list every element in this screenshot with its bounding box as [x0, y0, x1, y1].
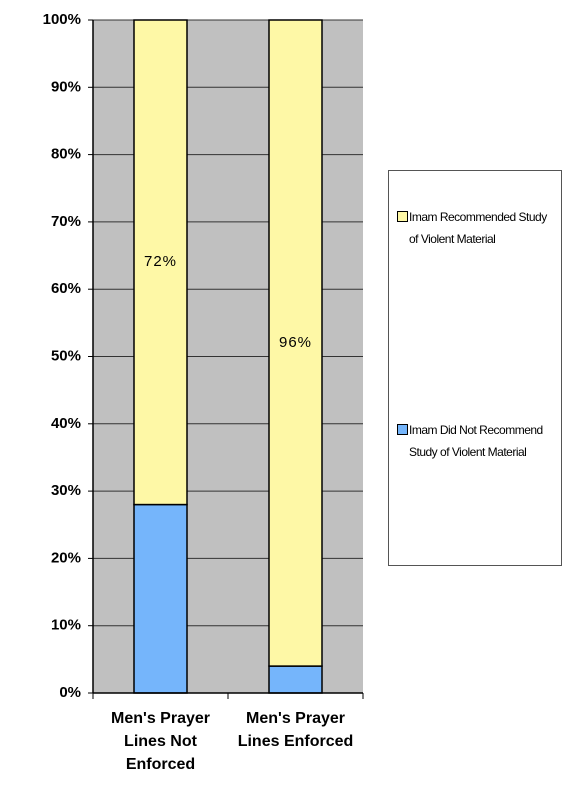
legend-label: Imam Recommended Study of Violent Materi… — [409, 210, 547, 246]
x-tick-label: Men's Prayer Lines Not Enforced — [111, 710, 210, 773]
y-tick-label: 80% — [51, 146, 81, 163]
legend-swatch — [397, 211, 408, 222]
y-tick-label: 40% — [51, 415, 81, 432]
legend-item: Imam Did Not Recommend Study of Violent … — [397, 419, 552, 463]
data-label: 96% — [279, 334, 312, 351]
data-label: 72% — [144, 253, 177, 270]
legend-swatch — [397, 424, 408, 435]
y-tick-label: 10% — [51, 617, 81, 634]
y-tick-label: 0% — [59, 684, 81, 701]
y-tick-label: 90% — [51, 78, 81, 95]
y-tick-label: 70% — [51, 213, 81, 230]
bar-segment — [268, 19, 323, 667]
bar-segment — [133, 503, 188, 694]
bar-segment — [133, 19, 188, 506]
y-tick-label: 100% — [43, 11, 81, 28]
legend-label: Imam Did Not Recommend Study of Violent … — [409, 423, 543, 459]
y-tick-label: 50% — [51, 347, 81, 364]
x-tick-label: Men's Prayer Lines Enforced — [237, 710, 354, 750]
y-tick-label: 60% — [51, 280, 81, 297]
y-tick-label: 20% — [51, 549, 81, 566]
legend-item: Imam Recommended Study of Violent Materi… — [397, 206, 552, 250]
y-tick-label: 30% — [51, 482, 81, 499]
bar-segment — [268, 665, 323, 694]
legend: Imam Did Not Recommend Study of Violent … — [388, 170, 562, 566]
